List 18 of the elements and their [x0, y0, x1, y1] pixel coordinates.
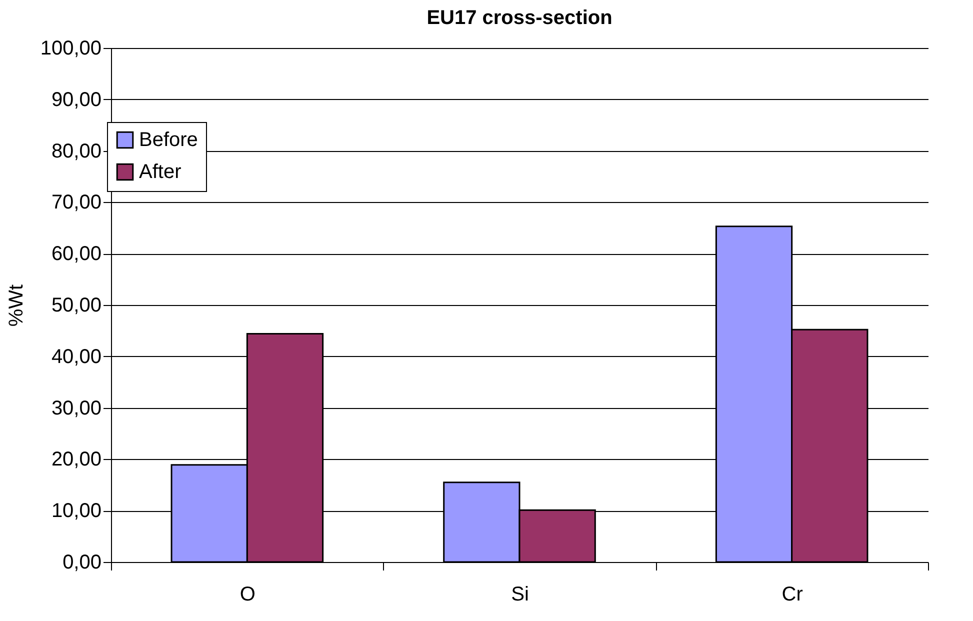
y-tick-label: 10,00 [51, 500, 102, 522]
chart-title: EU17 cross-section [426, 7, 612, 29]
legend-label: After [139, 161, 182, 183]
y-tick-label: 80,00 [51, 140, 102, 162]
y-tick-label: 60,00 [51, 243, 102, 266]
y-tick-label: 30,00 [51, 397, 102, 420]
x-tick-label: O [240, 584, 256, 606]
y-tick-label: 20,00 [51, 448, 102, 471]
x-tick-label: Si [511, 584, 529, 606]
y-tick-label: 70,00 [51, 192, 102, 214]
x-tick-label: Cr [782, 584, 804, 606]
y-tick-label: 40,00 [51, 346, 102, 368]
y-axis-title: %Wt [5, 284, 28, 327]
y-tick-label: 100,00 [40, 38, 102, 60]
y-tick-label: 90,00 [51, 88, 102, 111]
legend-label: Before [139, 129, 198, 151]
y-tick-label: 50,00 [51, 294, 102, 316]
y-tick-label: 0,00 [62, 552, 102, 574]
